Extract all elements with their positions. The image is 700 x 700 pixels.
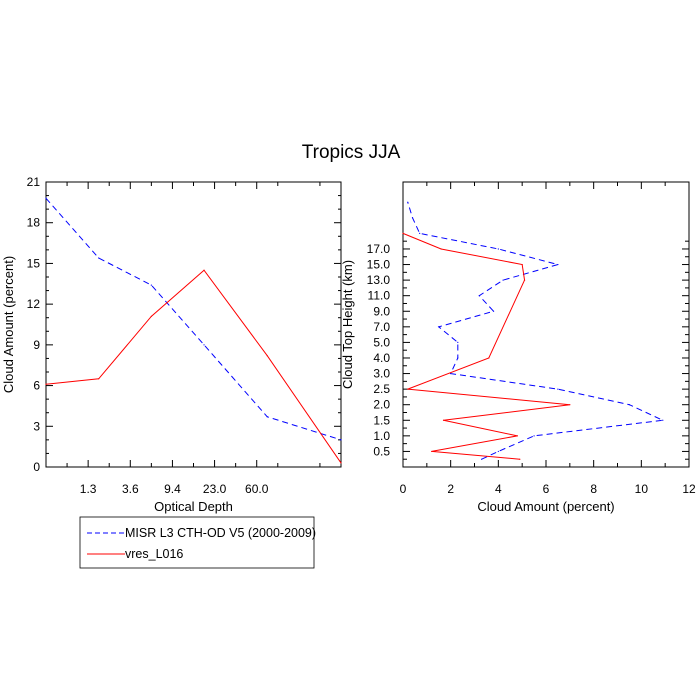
right-panel-cloud-top-height: 0 2 4 6 8 10 120.51.01.52.02.53.04.05.07.09.01…	[340, 181, 696, 514]
right-x-axis-label: Cloud Amount (percent)	[477, 499, 614, 514]
right-series-point-1	[440, 248, 442, 250]
right-x-tick-label: 10	[635, 482, 649, 496]
left-y-axis-label: Cloud Amount (percent)	[1, 256, 16, 393]
right-series-point-0	[492, 310, 495, 312]
right-series-point-0	[628, 404, 631, 406]
left-series-point-1	[150, 315, 152, 317]
right-y-axis-label: Cloud Top Height (km)	[340, 260, 355, 389]
right-x-tick-label: 2	[447, 482, 454, 496]
right-series-point-0	[419, 232, 421, 234]
left-y-tick-label: 18	[27, 216, 41, 230]
right-x-tick-label: 4	[495, 482, 502, 496]
right-series-point-0	[481, 458, 483, 460]
left-series-point-1	[203, 269, 205, 271]
left-y-tick-label: 21	[27, 175, 41, 189]
right-y-tick-label: 15.0	[367, 258, 391, 272]
left-series-point-0	[150, 284, 152, 286]
right-series-point-0	[478, 295, 480, 297]
right-series-point-1	[569, 404, 571, 406]
right-series-point-0	[557, 263, 559, 266]
right-series-point-0	[457, 357, 459, 359]
right-series-point-1	[431, 450, 433, 453]
left-x-tick-label: 1.3	[80, 482, 97, 496]
left-series-point-0	[340, 439, 342, 441]
legend-label-misr: MISR L3 CTH-OD V5 (2000-2009)	[125, 526, 316, 540]
right-series-point-1	[488, 357, 490, 359]
right-series-point-0	[407, 201, 409, 203]
left-y-tick-label: 12	[27, 297, 41, 311]
right-series-point-1	[521, 263, 523, 266]
right-series-point-1	[407, 388, 409, 390]
right-y-tick-label: 2.5	[373, 382, 390, 396]
left-series-point-1	[266, 355, 268, 357]
left-y-tick-label: 0	[33, 460, 40, 474]
right-series-point-1	[519, 458, 521, 460]
left-x-tick-label: 9.4	[164, 482, 181, 496]
right-y-tick-label: 0.5	[373, 444, 390, 458]
legend-label-vres: vres_L016	[125, 547, 183, 561]
left-series-point-1	[340, 462, 342, 464]
left-y-tick-label: 15	[27, 256, 41, 270]
right-series-point-0	[502, 279, 504, 281]
left-y-tick-label: 6	[33, 379, 40, 393]
left-series-point-0	[203, 344, 205, 346]
right-series-point-0	[497, 450, 499, 453]
right-y-tick-label: 9.0	[373, 304, 390, 318]
chart-title: Tropics JJA	[302, 142, 401, 163]
left-x-tick-label: 3.6	[122, 482, 139, 496]
right-y-tick-label: 2.0	[373, 398, 390, 412]
right-y-tick-label: 7.0	[373, 320, 390, 334]
right-series-point-0	[457, 341, 459, 344]
right-y-tick-label: 11.0	[368, 289, 391, 303]
left-series-point-1	[45, 383, 47, 385]
left-series-line-0	[45, 197, 342, 441]
right-y-tick-label: 3.0	[373, 367, 390, 381]
right-series-point-1	[402, 232, 404, 234]
legend: MISR L3 CTH-OD V5 (2000-2009) vres_L016	[79, 516, 316, 569]
right-y-tick-label: 5.0	[373, 335, 390, 349]
left-x-tick-label: 23.0	[203, 482, 227, 496]
right-y-tick-label: 17.0	[367, 242, 391, 256]
right-series-point-0	[557, 388, 559, 390]
left-panel-optical-depth: 0 3 6 9 12 15 18 21 1.3 3.6 9.4 23.0 60.0 Optical Dep…	[1, 175, 342, 514]
right-y-tick-label: 1.5	[373, 413, 390, 427]
right-series-point-0	[438, 326, 440, 328]
right-series-point-1	[523, 279, 526, 281]
right-series-line-1	[402, 232, 570, 460]
left-x-axis-label: Optical Depth	[154, 499, 233, 514]
right-x-tick-label: 8	[590, 482, 597, 496]
left-series-point-0	[45, 197, 47, 199]
right-series-point-0	[533, 435, 535, 437]
right-series-point-0	[497, 248, 499, 250]
legend-box	[79, 516, 315, 569]
left-series-point-0	[98, 257, 100, 259]
right-x-tick-label: 6	[543, 482, 550, 496]
left-plot-frame	[45, 181, 342, 468]
left-y-tick-label: 3	[33, 419, 40, 433]
right-y-tick-label: 13.0	[367, 273, 391, 287]
right-series-point-0	[662, 419, 664, 421]
right-series-line-0	[407, 202, 665, 460]
right-x-tick-label: 0	[400, 482, 407, 496]
left-series-point-1	[98, 378, 100, 380]
left-x-tick-label: 60.0	[245, 482, 269, 496]
right-series-point-1	[516, 435, 519, 437]
right-series-point-0	[411, 217, 414, 219]
left-y-tick-label: 9	[33, 338, 40, 352]
right-y-tick-label: 4.0	[373, 351, 390, 365]
right-y-tick-label: 1.0	[373, 429, 390, 443]
left-series-point-0	[266, 416, 268, 418]
left-series-line-1	[45, 269, 342, 464]
right-series-point-1	[442, 419, 445, 421]
right-x-tick-label: 12	[682, 482, 696, 496]
